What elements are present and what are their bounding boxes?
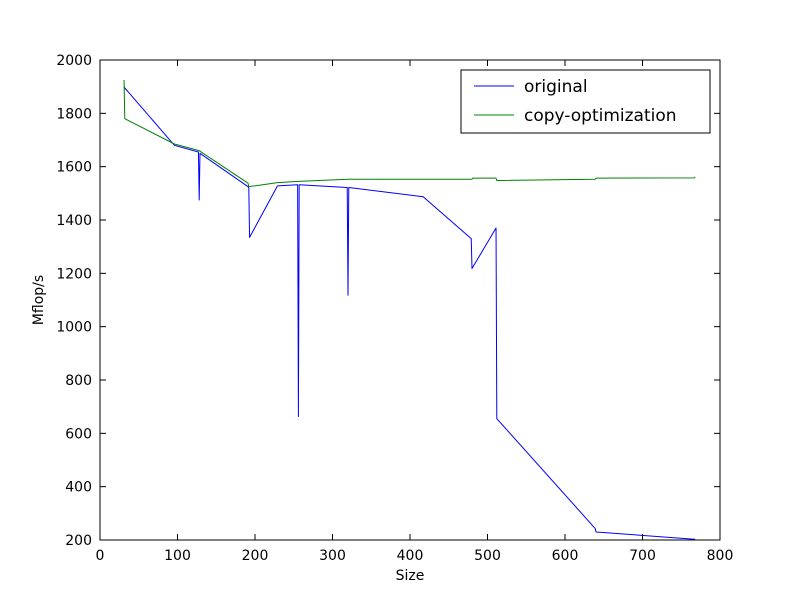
y-tick-label: 1600 xyxy=(56,160,92,176)
legend-frame xyxy=(460,69,711,134)
x-tick-label: 200 xyxy=(242,548,269,564)
y-tick-label: 400 xyxy=(65,480,92,496)
y-tick-label: 1000 xyxy=(56,320,92,336)
series-line-copy-optimization xyxy=(123,79,696,188)
x-tick-label: 500 xyxy=(474,548,501,564)
x-tick-label: 800 xyxy=(707,548,734,564)
y-tick-label: 800 xyxy=(65,373,92,389)
legend-label-copy-optimization: copy-optimization xyxy=(524,106,677,126)
series-layer xyxy=(123,79,696,540)
y-tick-label: 600 xyxy=(65,426,92,442)
series-line-original xyxy=(123,86,696,540)
legend: original copy-optimization xyxy=(460,69,711,134)
x-axis-label: Size xyxy=(396,568,425,584)
y-tick-label: 200 xyxy=(65,533,92,549)
x-tick-label: 100 xyxy=(164,548,191,564)
x-tick-label: 400 xyxy=(397,548,424,564)
x-tick-label: 300 xyxy=(319,548,346,564)
x-tick-label: 700 xyxy=(629,548,656,564)
x-tick-label: 600 xyxy=(552,548,579,564)
x-tick-label: 0 xyxy=(96,548,105,564)
plot-area xyxy=(100,60,720,540)
y-tick-label: 1800 xyxy=(56,106,92,122)
y-tick-label: 1400 xyxy=(56,213,92,229)
ticks-layer: 0 100 200 300 400 500 600 700 800 200 400 600 800 100… xyxy=(56,53,733,564)
y-tick-label: 2000 xyxy=(56,53,92,69)
legend-label-original: original xyxy=(524,77,588,97)
y-tick-label: 1200 xyxy=(56,266,92,282)
y-axis-label: Mflop/s xyxy=(31,275,47,325)
